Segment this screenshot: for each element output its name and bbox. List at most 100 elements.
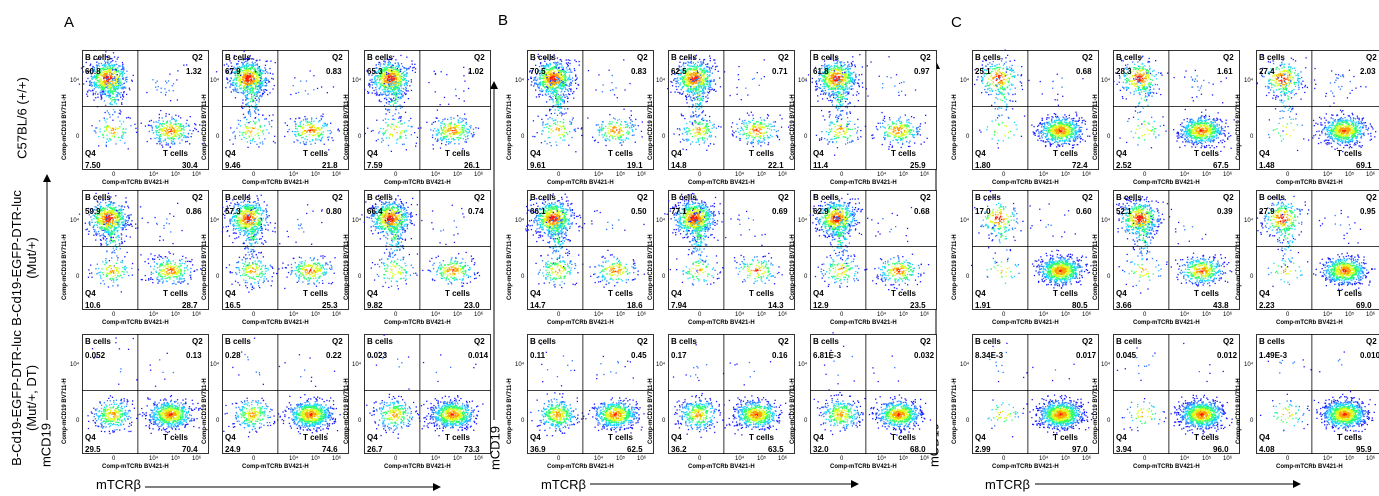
y-tick-label: 0 — [521, 134, 524, 141]
quadrant-value-q4: 4.08 — [1259, 445, 1275, 454]
quadrant-label-q2: Q2 — [1223, 193, 1234, 202]
quadrant-value-q2: 0.68 — [1076, 67, 1092, 76]
y-axis-label: Comp-mCD19 BV711-H — [952, 94, 958, 160]
quadrant-label-b-cells: B cells — [813, 53, 839, 62]
plot-b-r1-c1: B cells 70.5 Q2 0.83 Q4 9.61 T cells 19.1 10⁴ 0 0 1… — [507, 50, 654, 186]
quadrant-label-q4: Q4 — [975, 149, 986, 158]
quadrant-value-q4: 10.6 — [85, 301, 101, 310]
y-tick-label: 0 — [966, 418, 969, 425]
y-tick-label: 0 — [1250, 274, 1253, 281]
y-tick-label: 0 — [1107, 418, 1110, 425]
plot-area — [1256, 190, 1379, 310]
plot-frame — [1113, 50, 1240, 170]
quadrant-label-q4: Q4 — [1259, 289, 1270, 298]
quadrant-label-q2: Q2 — [1366, 193, 1377, 202]
y-axis-label: Comp-mCD19 BV711-H — [62, 234, 68, 300]
quadrant-label-t-cells: T cells — [303, 289, 328, 298]
quadrant-label-b-cells: B cells — [975, 53, 1001, 62]
x-tick-label: 0 — [1143, 456, 1146, 463]
quadrant-value-q4: 29.5 — [85, 445, 101, 454]
row-label-2: B-Cd19-EGFP-DTR-luc (Mut/+) — [9, 190, 39, 326]
y-tick-label: 0 — [521, 274, 524, 281]
quadrant-value-b-cells: 77.1 — [671, 207, 687, 216]
quadrant-value-t-cells: 69.1 — [1356, 161, 1372, 170]
plot-area — [527, 334, 654, 454]
quadrant-value-t-cells: 74.6 — [322, 445, 338, 454]
quadrant-value-q4: 12.9 — [813, 301, 829, 310]
quadrant-value-b-cells: 25.1 — [975, 67, 991, 76]
quadrant-label-b-cells: B cells — [671, 53, 697, 62]
x-tick-label: 10⁵ — [616, 172, 625, 179]
quadrant-label-b-cells: B cells — [85, 193, 111, 202]
plot-area — [972, 334, 1099, 454]
quadrant-value-t-cells: 19.1 — [627, 161, 643, 170]
y-axis-label: Comp-mCD19 BV711-H — [952, 378, 958, 444]
event-dots — [809, 193, 930, 291]
quadrant-label-t-cells: T cells — [1337, 149, 1362, 158]
plot-frame — [527, 50, 654, 170]
plot-frame — [810, 334, 937, 454]
plot-a-r3-c1: B cells 0.052 Q2 0.13 Q4 29.5 T cells 70.4 10⁴ 0 0… — [62, 334, 209, 470]
quadrant-label-q4: Q4 — [225, 433, 236, 442]
y-tick-label: 0 — [1250, 418, 1253, 425]
plot-area — [1256, 334, 1379, 454]
quadrant-value-q2: 0.39 — [1217, 207, 1233, 216]
x-tick-label: 0 — [112, 312, 115, 319]
x-tick-label: 0 — [1143, 172, 1146, 179]
quadrant-value-b-cells: 8.34E-3 — [975, 351, 1003, 360]
x-tick-label: 0 — [698, 172, 701, 179]
y-tick-label: 0 — [76, 134, 79, 141]
y-axis-label: Comp-mCD19 BV711-H — [1236, 94, 1242, 160]
x-tick-label: 0 — [252, 312, 255, 319]
plot-area — [525, 190, 654, 310]
x-tick-label: 0 — [840, 312, 843, 319]
quadrant-value-t-cells: 25.3 — [322, 301, 338, 310]
x-tick-label: 10⁴ — [735, 456, 744, 463]
quadrant-label-b-cells: B cells — [671, 193, 697, 202]
y-tick-label: 0 — [1107, 274, 1110, 281]
x-tick-label: 10⁵ — [757, 456, 766, 463]
x-axis-label: Comp-mTCRb BV421-H — [242, 464, 309, 470]
y-tick-label: 0 — [662, 418, 665, 425]
quadrant-label-b-cells: B cells — [1259, 337, 1285, 346]
plot-area — [809, 190, 937, 310]
y-axis-label: Comp-mCD19 BV711-H — [1093, 378, 1099, 444]
quadrant-label-q2: Q2 — [332, 337, 343, 346]
y-tick-label: 10⁴ — [210, 78, 219, 85]
quadrant-value-q4: 14.7 — [530, 301, 546, 310]
quadrant-label-q4: Q4 — [367, 149, 378, 158]
quadrant-value-q2: 1.32 — [186, 67, 202, 76]
y-axis-label: Comp-mCD19 BV711-H — [507, 94, 513, 160]
quadrant-label-t-cells: T cells — [608, 289, 633, 298]
x-tick-label: 10⁶ — [778, 456, 787, 463]
y-tick-label: 10⁴ — [656, 78, 665, 85]
y-axis-label: Comp-mCD19 BV711-H — [507, 378, 513, 444]
quadrant-value-b-cells: 0.11 — [530, 351, 545, 360]
quadrant-value-q4: 7.94 — [671, 301, 687, 310]
quadrant-label-q4: Q4 — [85, 433, 96, 442]
quadrant-label-q2: Q2 — [474, 193, 485, 202]
quadrant-value-q2: 0.60 — [1076, 207, 1092, 216]
x-axis-label: Comp-mTCRb BV421-H — [1276, 320, 1343, 326]
quadrant-value-q2: 0.032 — [914, 351, 934, 360]
quadrant-value-b-cells: 6.81E-3 — [813, 351, 841, 360]
x-tick-label: 10⁵ — [453, 172, 462, 179]
y-axis-label: Comp-mCD19 BV711-H — [62, 378, 68, 444]
quadrant-label-t-cells: T cells — [163, 433, 188, 442]
quadrant-value-t-cells: 96.0 — [1213, 445, 1229, 454]
x-tick-label: 10⁴ — [1039, 456, 1048, 463]
quadrant-label-t-cells: T cells — [1194, 289, 1219, 298]
x-tick-label: 10⁶ — [474, 312, 483, 319]
y-tick-label: 10⁴ — [960, 362, 969, 369]
x-tick-label: 10⁶ — [474, 456, 483, 463]
quadrant-value-q2: 0.16 — [772, 351, 788, 360]
plot-b-r1-c2: B cells 62.5 Q2 0.71 Q4 14.8 T cells 22.1 10⁴ 0 0 1… — [648, 50, 795, 186]
quadrant-value-q2: 0.68 — [914, 207, 930, 216]
x-axis-label: Comp-mTCRb BV421-H — [384, 180, 451, 186]
quadrant-label-b-cells: B cells — [225, 337, 251, 346]
event-dots — [971, 190, 1095, 289]
x-tick-label: 10⁴ — [1039, 172, 1048, 179]
y-axis-label: Comp-mCD19 BV711-H — [62, 94, 68, 160]
quadrant-label-b-cells: B cells — [367, 337, 393, 346]
x-axis-label: Comp-mTCRb BV421-H — [242, 320, 309, 326]
